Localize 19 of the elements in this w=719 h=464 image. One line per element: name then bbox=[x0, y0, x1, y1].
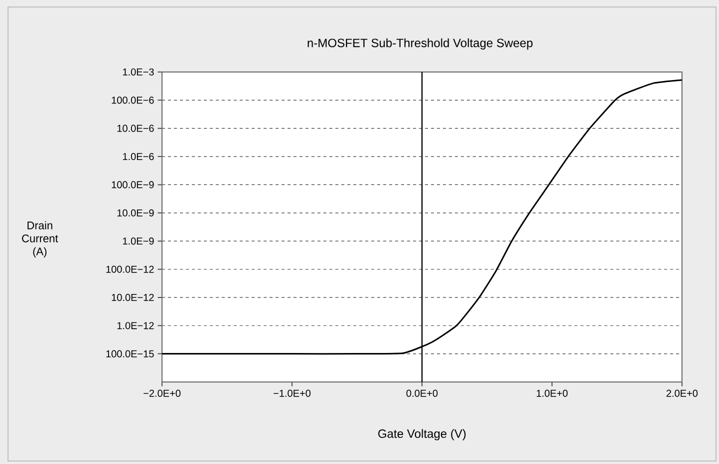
y-tick-label: 100.0E−6 bbox=[112, 96, 154, 104]
x-tick-label: 0.0E+0 bbox=[406, 390, 438, 397]
x-tick-label: 2.0E+0 bbox=[666, 390, 698, 397]
y-tick-label: 1.0E−6 bbox=[123, 152, 154, 160]
y-tick-label: 1.0E−3 bbox=[123, 68, 154, 76]
y-tick-label: 100.0E−12 bbox=[106, 266, 154, 273]
chart-title: n-MOSFET Sub-Threshold Voltage Sweep bbox=[308, 38, 533, 50]
y-tick-label: 10.0E−12 bbox=[112, 294, 154, 301]
y-tick-label: 100.0E−15 bbox=[106, 350, 154, 358]
y-axis-title: Drain Current (A) bbox=[22, 221, 58, 258]
y-tick-label: 10.0E−6 bbox=[117, 124, 154, 132]
y-tick-label: 10.0E−9 bbox=[117, 209, 154, 216]
y-tick-label: 1.0E−9 bbox=[123, 238, 154, 245]
x-tick-label: 1.0E+0 bbox=[536, 390, 568, 397]
x-tick-label: −1.0E+0 bbox=[274, 390, 311, 397]
x-axis-title: Gate Voltage (V) bbox=[378, 429, 466, 440]
y-tick-label: 1.0E−12 bbox=[117, 322, 154, 330]
x-tick-label: −2.0E+0 bbox=[144, 390, 181, 397]
y-tick-label: 100.0E−9 bbox=[112, 181, 154, 188]
